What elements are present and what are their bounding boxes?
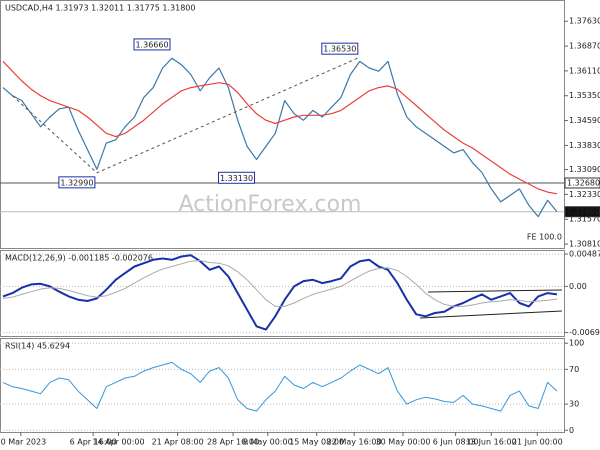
price-label-box (321, 42, 359, 55)
x-tick-label: 14 Apr 00:00 (92, 438, 144, 447)
y-tick-label: 100 (569, 339, 584, 348)
x-tick-label: 30 Mar 2023 (0, 438, 46, 447)
y-tick-label: 0 (569, 426, 574, 435)
series-line (2, 260, 558, 307)
x-tick-label: 8 May 00:00 (243, 438, 293, 447)
price-label: 1.36660 (135, 40, 168, 49)
panel-frame (0, 338, 565, 433)
level-label: 1.31800 (567, 207, 600, 216)
level-label-box (564, 206, 600, 218)
y-tick-label: 1.37630 (569, 17, 600, 26)
x-tick-label: 13 Jun 16:00 (466, 438, 517, 447)
level-label-box (564, 177, 600, 189)
level-label: 1.32680 (567, 178, 600, 187)
x-tick-label: 15 May 08:00 (289, 438, 344, 447)
price-label: 1.33130 (220, 174, 253, 183)
panel-frame (0, 0, 565, 249)
series-line (2, 361, 558, 412)
y-tick-label: 0.00487 (569, 250, 600, 259)
y-tick-label: 1.36870 (569, 42, 600, 51)
y-tick-label: 70 (569, 365, 579, 374)
trend-line (427, 289, 563, 293)
dashed-line (12, 56, 361, 174)
x-tick-label: 21 Apr 08:00 (152, 438, 204, 447)
series-line (2, 57, 558, 218)
panel-title: RSI(14) 45.6294 (5, 342, 70, 351)
trend-line (419, 310, 563, 319)
y-tick-label: -0.006945 (569, 328, 600, 337)
panel-title: MACD(12,26,9) -0.001185 -0.002076 (5, 254, 153, 263)
y-tick-label: 1.34590 (569, 116, 600, 125)
fe-label: FE 100.0 (527, 233, 562, 242)
x-tick-label: 6 Jun 08:00 (433, 438, 479, 447)
y-tick-label: 1.35350 (569, 91, 600, 100)
watermark: ActionForex.com (179, 192, 362, 217)
price-label-box (58, 176, 96, 189)
panel-frame (0, 250, 565, 337)
y-tick-label: 1.33830 (569, 141, 600, 150)
x-tick-label: 21 Jun 00:00 (512, 438, 563, 447)
x-tick-label: 6 Apr 16:00 (70, 438, 117, 447)
x-tick-label: 22 May 16:00 (327, 438, 382, 447)
y-tick-label: 1.31570 (569, 215, 600, 224)
y-tick-label: 1.36110 (569, 66, 600, 75)
price-label: 1.36530 (323, 45, 356, 54)
y-tick-label: 1.30810 (569, 240, 600, 249)
panel-title: USDCAD,H4 1.31973 1.32011 1.31775 1.3180… (5, 4, 195, 13)
y-tick-label: 0.00 (569, 282, 587, 291)
y-tick-label: 30 (569, 400, 579, 409)
y-tick-label: 1.33090 (569, 165, 600, 174)
x-tick-label: 28 Apr 16:00 (207, 438, 259, 447)
x-tick-label: 30 May 00:00 (376, 438, 431, 447)
y-tick-label: 1.32330 (569, 190, 600, 199)
series-line (2, 254, 558, 331)
price-label-box (133, 38, 171, 51)
price-label-box (218, 171, 256, 184)
price-label: 1.32990 (60, 178, 93, 187)
series-line (2, 60, 558, 195)
